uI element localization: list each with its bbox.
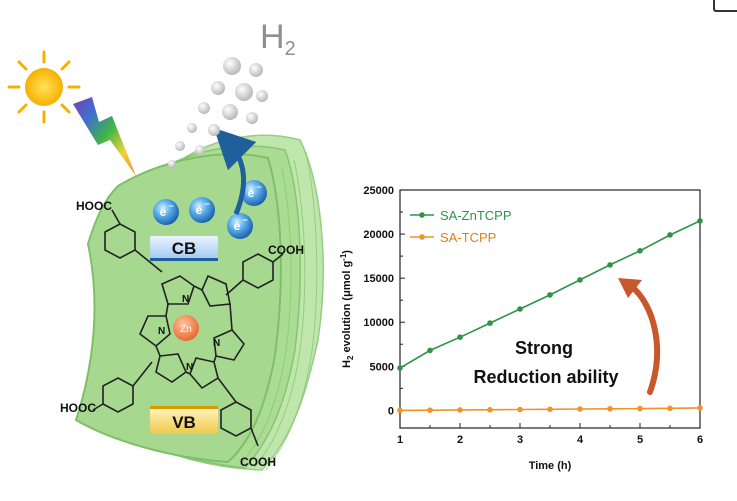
data-point-series-1 xyxy=(427,407,433,413)
light-bolt-icon xyxy=(73,97,136,176)
hooc-label-top: HOOC xyxy=(76,199,112,213)
svg-text:−: − xyxy=(168,201,173,211)
data-point-series-0 xyxy=(697,218,703,224)
data-point-series-0 xyxy=(517,306,523,312)
data-point-series-0 xyxy=(667,232,673,238)
data-point-series-1 xyxy=(697,405,703,411)
nitrogen-label-top: N xyxy=(182,294,189,305)
plot-frame xyxy=(399,189,701,429)
annotation-arrow xyxy=(627,282,661,395)
cooh-label-bottom: COOH xyxy=(240,455,276,469)
legend-label-tcpp: SA-TCPP xyxy=(440,230,496,245)
data-point-series-0 xyxy=(637,248,643,254)
porphyrin-bonds xyxy=(92,209,284,447)
valence-band: VB xyxy=(150,406,218,434)
data-point-series-1 xyxy=(487,406,493,413)
data-point-series-0 xyxy=(397,365,403,371)
annotation-arrow-head xyxy=(618,278,642,298)
y-axis-title: H2 evolution (μmol g-1) xyxy=(339,250,355,368)
electron-transfer-arrow xyxy=(213,127,257,215)
x-tick-label: 5 xyxy=(637,434,643,446)
svg-text:−: − xyxy=(242,215,247,225)
hooc-label-bottom: HOOC xyxy=(60,401,96,415)
data-point-series-1 xyxy=(577,406,583,412)
nitrogen-label-right: N xyxy=(213,338,220,349)
y-tick-label: 15000 xyxy=(363,273,394,285)
svg-text:e: e xyxy=(196,203,203,217)
h2-bubbles xyxy=(168,57,268,168)
data-point-series-0 xyxy=(577,277,583,283)
data-point-series-0 xyxy=(487,320,493,326)
electron-1: e − xyxy=(153,199,179,225)
legend-marker-zntcpp xyxy=(419,212,425,218)
data-point-series-1 xyxy=(547,406,553,413)
zn-label: Zn xyxy=(180,324,192,335)
vb-label: VB xyxy=(172,413,196,432)
legend-label-zntcpp: SA-ZnTCPP xyxy=(440,208,512,223)
data-point-series-1 xyxy=(667,405,673,412)
y-tick-label: 5000 xyxy=(370,361,394,373)
svg-text:e: e xyxy=(248,186,255,200)
x-tick-label: 6 xyxy=(697,434,703,446)
y-tick-labels: 0 5000 10000 15000 20000 25000 xyxy=(363,185,394,417)
frame-corner xyxy=(713,0,737,12)
svg-text:−: − xyxy=(204,199,209,209)
y-tick-label: 20000 xyxy=(363,229,394,241)
h2-evolution-chart: 1 2 3 4 5 6 0 5000 10000 15000 20000 25000 SA-ZnTC… xyxy=(339,185,703,472)
data-point-series-0 xyxy=(427,347,433,354)
x-tick-label: 3 xyxy=(517,434,523,446)
cooh-label-top: COOH xyxy=(268,243,304,257)
y-tick-label: 25000 xyxy=(363,185,394,197)
x-tick-label: 2 xyxy=(457,434,463,446)
x-axis-title: Time (h) xyxy=(529,460,572,472)
zn-center xyxy=(173,315,199,341)
electron-2: e − xyxy=(189,197,215,223)
data-point-series-0 xyxy=(607,262,613,268)
y-tick-label: 10000 xyxy=(363,317,394,329)
annotation-line-2: Reduction ability xyxy=(473,367,618,387)
chart-legend: SA-ZnTCPP SA-TCPP xyxy=(410,208,512,245)
electron-4: e − xyxy=(227,213,253,239)
data-point-series-0 xyxy=(457,334,463,341)
svg-text:e: e xyxy=(160,205,167,219)
x-tick-label: 4 xyxy=(577,434,584,446)
x-tick-labels: 1 2 3 4 5 6 xyxy=(397,434,703,446)
data-point-series-1 xyxy=(457,407,463,413)
nitrogen-label-left: N xyxy=(158,326,165,337)
series-points xyxy=(397,218,703,414)
svg-text:e: e xyxy=(234,219,241,233)
conduction-band: CB xyxy=(150,236,218,261)
cb-label: CB xyxy=(172,239,197,258)
svg-text:−: − xyxy=(256,182,261,192)
data-point-series-1 xyxy=(517,406,523,413)
data-point-series-1 xyxy=(637,405,643,412)
legend-marker-tcpp xyxy=(419,234,425,240)
photocatalyst-illustration: N N N N Zn HOOC COOH HOOC COOH CB VB e − xyxy=(7,18,324,471)
data-point-series-1 xyxy=(397,407,403,414)
annotation-line-1: Strong xyxy=(515,338,573,358)
electron-3: e − xyxy=(241,180,267,206)
nitrogen-label-bottom: N xyxy=(186,362,193,373)
y-tick-label: 0 xyxy=(388,405,394,417)
data-point-series-0 xyxy=(547,292,553,298)
sun-icon xyxy=(7,50,81,124)
data-point-series-1 xyxy=(607,405,613,412)
x-tick-label: 1 xyxy=(397,434,403,446)
h2-label: H2 xyxy=(260,18,296,60)
